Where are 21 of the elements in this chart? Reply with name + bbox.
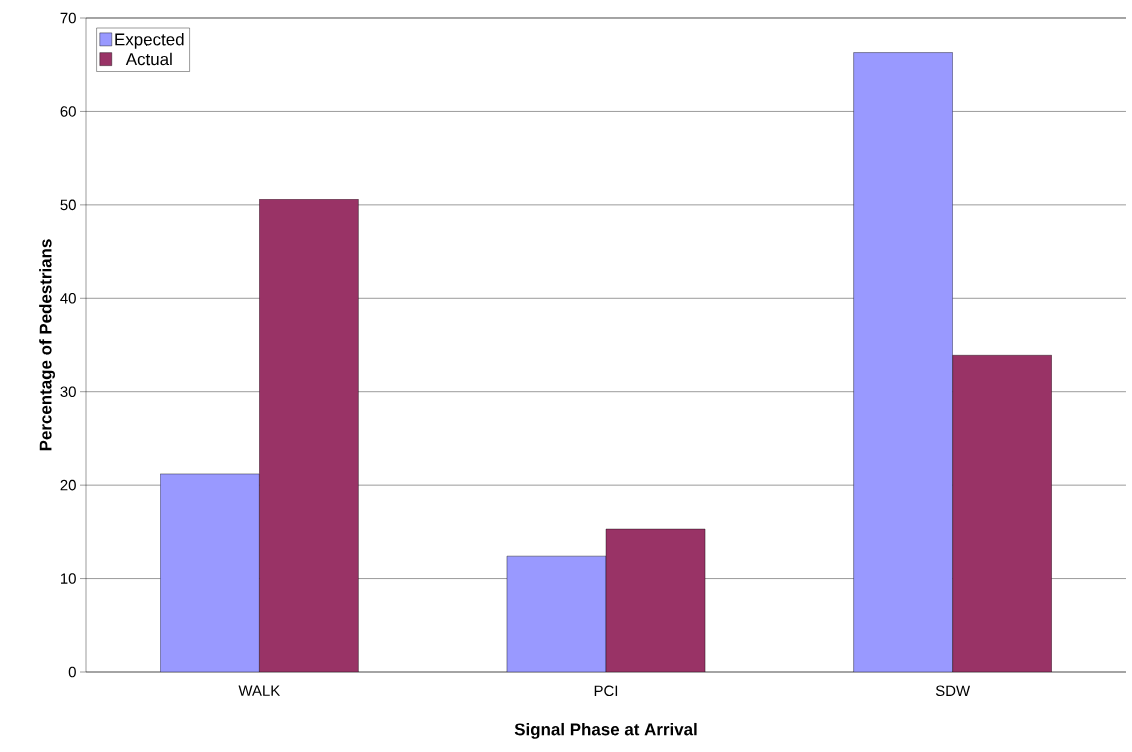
- y-tick-label: 40: [60, 292, 76, 304]
- x-tick-label: SDW: [935, 685, 971, 697]
- bar: [259, 199, 359, 672]
- y-tick-label: 10: [61, 573, 76, 584]
- legend-label: Actual: [125, 52, 172, 66]
- y-tick-label: 60: [60, 106, 76, 117]
- bar: [605, 528, 706, 672]
- bar: [952, 355, 1052, 672]
- y-tick-label: 70: [60, 12, 76, 24]
- y-tick-label: 20: [60, 479, 76, 491]
- bar: [160, 473, 260, 672]
- bar: [853, 52, 953, 672]
- y-axis-title: Percentage of Pedestrians: [39, 239, 56, 451]
- x-tick-label: WALK: [238, 685, 281, 696]
- legend-label: Expected: [115, 33, 184, 49]
- y-tick-label: 30: [60, 386, 76, 397]
- x-axis-title: Signal Phase at Arrival: [514, 722, 697, 739]
- bar: [506, 555, 607, 672]
- y-tick-label: 0: [68, 666, 76, 678]
- x-tick-label: PCI: [594, 685, 618, 697]
- y-tick-label: 50: [60, 199, 76, 211]
